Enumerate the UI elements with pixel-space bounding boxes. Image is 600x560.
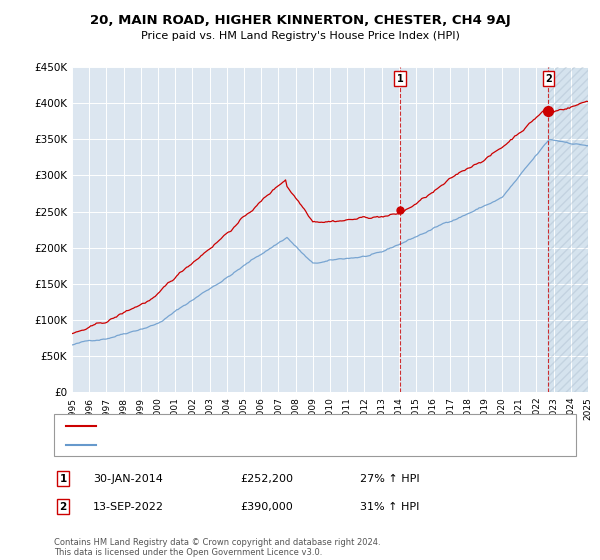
Text: 13-SEP-2022: 13-SEP-2022 (93, 502, 164, 512)
Text: 1: 1 (397, 73, 404, 83)
Text: £252,200: £252,200 (240, 474, 293, 484)
Text: Contains HM Land Registry data © Crown copyright and database right 2024.
This d: Contains HM Land Registry data © Crown c… (54, 538, 380, 557)
Text: £390,000: £390,000 (240, 502, 293, 512)
Text: HPI: Average price, detached house, Flintshire: HPI: Average price, detached house, Flin… (102, 440, 332, 450)
Text: 20, MAIN ROAD, HIGHER KINNERTON, CHESTER, CH4 9AJ (detached house): 20, MAIN ROAD, HIGHER KINNERTON, CHESTER… (102, 421, 475, 431)
Text: 2: 2 (59, 502, 67, 512)
Bar (548, 67, 588, 392)
Text: 20, MAIN ROAD, HIGHER KINNERTON, CHESTER, CH4 9AJ: 20, MAIN ROAD, HIGHER KINNERTON, CHESTER… (89, 14, 511, 27)
Text: 30-JAN-2014: 30-JAN-2014 (93, 474, 163, 484)
Text: 2: 2 (545, 73, 552, 83)
Bar (548, 67, 588, 392)
Text: Price paid vs. HM Land Registry's House Price Index (HPI): Price paid vs. HM Land Registry's House … (140, 31, 460, 41)
Text: 1: 1 (59, 474, 67, 484)
Text: 31% ↑ HPI: 31% ↑ HPI (360, 502, 419, 512)
Text: 27% ↑ HPI: 27% ↑ HPI (360, 474, 419, 484)
